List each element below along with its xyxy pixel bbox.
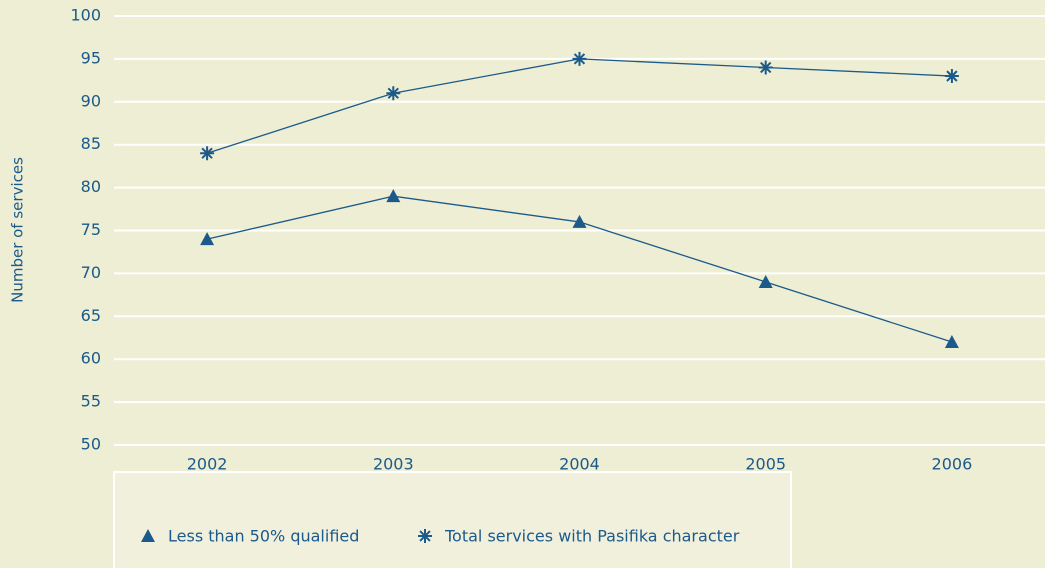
marker-asterisk	[200, 146, 215, 161]
marker-triangle	[386, 189, 401, 203]
x-tick-label: 2006	[932, 455, 973, 474]
y-tick-label: 65	[81, 306, 101, 325]
legend-label: Total services with Pasifika character	[444, 527, 740, 546]
marker-triangle	[758, 274, 773, 288]
y-tick-label: 80	[81, 177, 101, 196]
marker-triangle	[944, 335, 959, 349]
x-tick-label: 2003	[373, 455, 414, 474]
marker-asterisk	[572, 51, 587, 66]
marker-triangle	[200, 232, 215, 246]
y-tick-label: 55	[81, 392, 101, 411]
legend-label: Less than 50% qualified	[168, 527, 359, 546]
marker-asterisk	[944, 69, 959, 84]
x-tick-label: 2005	[745, 455, 786, 474]
marker-asterisk	[758, 60, 773, 75]
y-tick-label: 70	[81, 263, 101, 282]
legend-marker	[141, 529, 155, 542]
x-tick-label: 2004	[559, 455, 600, 474]
y-tick-label: 90	[81, 91, 101, 110]
legend-box	[113, 471, 792, 568]
x-tick-label: 2002	[187, 455, 228, 474]
y-tick-label: 100	[70, 6, 101, 25]
marker-asterisk	[386, 86, 401, 101]
marker-triangle	[572, 214, 587, 228]
y-tick-label: 50	[81, 435, 101, 454]
y-tick-label: 60	[81, 349, 101, 368]
y-axis-label: Number of services	[9, 157, 27, 303]
legend-marker	[418, 529, 432, 543]
y-tick-label: 85	[81, 134, 101, 153]
y-tick-label: 95	[81, 48, 101, 67]
y-tick-label: 75	[81, 220, 101, 239]
